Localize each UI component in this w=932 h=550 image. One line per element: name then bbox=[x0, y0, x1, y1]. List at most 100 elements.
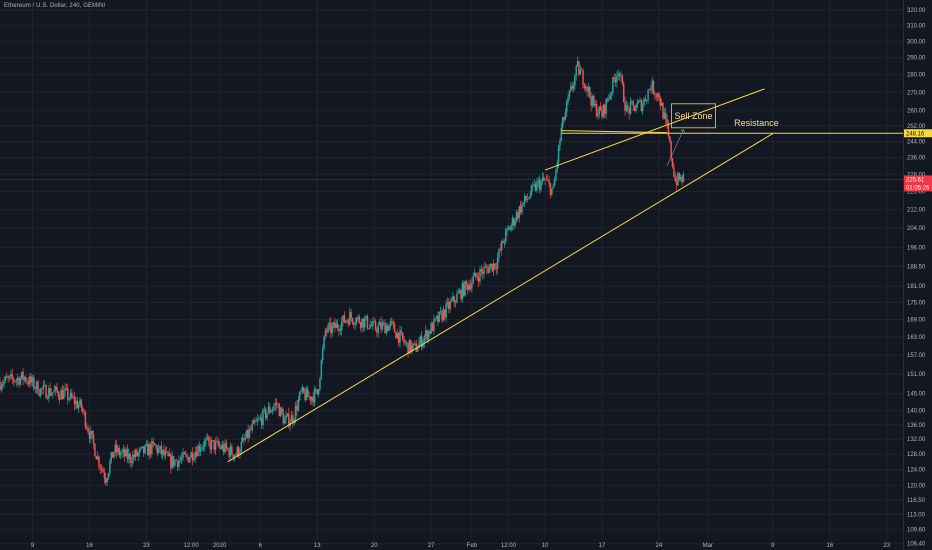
candle-body bbox=[461, 283, 464, 300]
candle-body bbox=[571, 86, 573, 89]
candle-body bbox=[678, 173, 681, 180]
candle-body bbox=[628, 107, 630, 114]
candle-body bbox=[387, 325, 389, 331]
price-axis[interactable]: 320.00 310.00 300.00 290.00 280.00 270.00 260.… bbox=[907, 8, 926, 548]
candle-body bbox=[492, 263, 495, 272]
candle-body bbox=[266, 413, 268, 419]
x-tick-label: 13 bbox=[314, 543, 321, 549]
candle-body bbox=[659, 98, 662, 106]
candle-body bbox=[259, 417, 262, 419]
candle-body bbox=[639, 99, 641, 101]
candle-body bbox=[208, 437, 210, 442]
y-tick-label: 228.00 bbox=[907, 172, 926, 178]
candle-body bbox=[201, 446, 203, 450]
candle-body bbox=[99, 466, 102, 469]
candle-body bbox=[553, 179, 556, 187]
drawings-group[interactable]: Sell Zone Resistance bbox=[0, 88, 903, 463]
candle-body bbox=[377, 325, 380, 333]
candle-body bbox=[166, 451, 168, 453]
candle-body bbox=[650, 89, 652, 91]
candle-body bbox=[578, 61, 580, 75]
candle-body bbox=[391, 321, 393, 322]
candle-body bbox=[221, 444, 224, 449]
candle-body bbox=[437, 316, 439, 322]
candle-body bbox=[350, 312, 352, 318]
y-tick-label: 113.00 bbox=[907, 513, 926, 519]
candle-body bbox=[660, 102, 663, 106]
candle-body bbox=[137, 452, 140, 456]
candle-body bbox=[274, 403, 276, 407]
candle-body bbox=[48, 387, 50, 399]
candle-body bbox=[621, 75, 624, 84]
candle-body bbox=[633, 105, 636, 112]
candle-body bbox=[250, 429, 252, 430]
candle-body bbox=[384, 322, 386, 334]
candle-body bbox=[270, 411, 272, 413]
candle-body bbox=[20, 371, 23, 378]
candle-body bbox=[587, 87, 590, 92]
candle-body bbox=[557, 145, 560, 163]
y-tick-label: 169.00 bbox=[907, 317, 926, 323]
time-axis[interactable]: 9 16 23 12:00 2020 6 13 20 27 Feb 12:00 10 17 24 Mar 9 1… bbox=[31, 543, 891, 549]
candle-body bbox=[73, 397, 76, 405]
candle-body bbox=[10, 373, 12, 376]
candle-body bbox=[401, 332, 404, 340]
candles-group bbox=[0, 56, 685, 487]
candle-body bbox=[462, 283, 465, 296]
y-tick-label: 220.00 bbox=[907, 190, 926, 196]
candle-body bbox=[297, 399, 300, 411]
candle-body bbox=[86, 426, 88, 429]
candle-body bbox=[400, 330, 403, 333]
candle-body bbox=[338, 328, 340, 332]
candle-body bbox=[256, 419, 259, 422]
sell-zone-box bbox=[671, 103, 716, 129]
candle-body bbox=[528, 197, 530, 199]
candle-body bbox=[100, 468, 103, 469]
candle-body bbox=[330, 322, 332, 333]
candle-body bbox=[499, 249, 502, 251]
x-tick-label: 23 bbox=[143, 543, 150, 549]
candle-body bbox=[142, 446, 145, 454]
candle-body bbox=[486, 266, 488, 269]
sell-zone-label: Sell Zone bbox=[674, 111, 712, 121]
candle-body bbox=[563, 117, 565, 121]
candle-body bbox=[275, 403, 278, 405]
candle-body bbox=[545, 179, 548, 181]
candle-body bbox=[239, 452, 241, 456]
candle-body bbox=[212, 440, 214, 441]
candle-body bbox=[471, 282, 473, 289]
candle-body bbox=[258, 418, 260, 420]
candle-body bbox=[491, 263, 493, 272]
candle-body bbox=[286, 413, 289, 416]
candle-body bbox=[102, 468, 104, 473]
candle-body bbox=[357, 316, 359, 319]
candle-body bbox=[475, 272, 477, 277]
x-tick-label: 12:00 bbox=[501, 543, 517, 549]
candle-body bbox=[673, 166, 675, 177]
candle-body bbox=[42, 385, 45, 390]
candle-body bbox=[180, 457, 183, 460]
candle-body bbox=[399, 330, 401, 343]
candle-body bbox=[111, 452, 114, 458]
candle-body bbox=[260, 417, 263, 426]
candle-body bbox=[574, 75, 576, 86]
candle-body bbox=[598, 106, 601, 115]
candle-body bbox=[149, 444, 152, 454]
candle-body bbox=[473, 272, 476, 277]
candle-body bbox=[168, 454, 171, 457]
candle-body bbox=[392, 321, 394, 324]
candle-body bbox=[288, 413, 290, 427]
candle-body bbox=[14, 381, 16, 382]
candle-body bbox=[667, 124, 670, 137]
y-tick-label: 244.00 bbox=[907, 139, 926, 145]
candle-body bbox=[465, 280, 468, 285]
candle-body bbox=[263, 408, 266, 410]
trendline bbox=[544, 88, 765, 171]
candle-body bbox=[662, 102, 664, 119]
candle-body bbox=[54, 386, 57, 391]
candle-body bbox=[35, 381, 38, 389]
candle-body bbox=[117, 447, 119, 453]
candle-body bbox=[187, 457, 190, 463]
candle-body bbox=[457, 292, 460, 294]
